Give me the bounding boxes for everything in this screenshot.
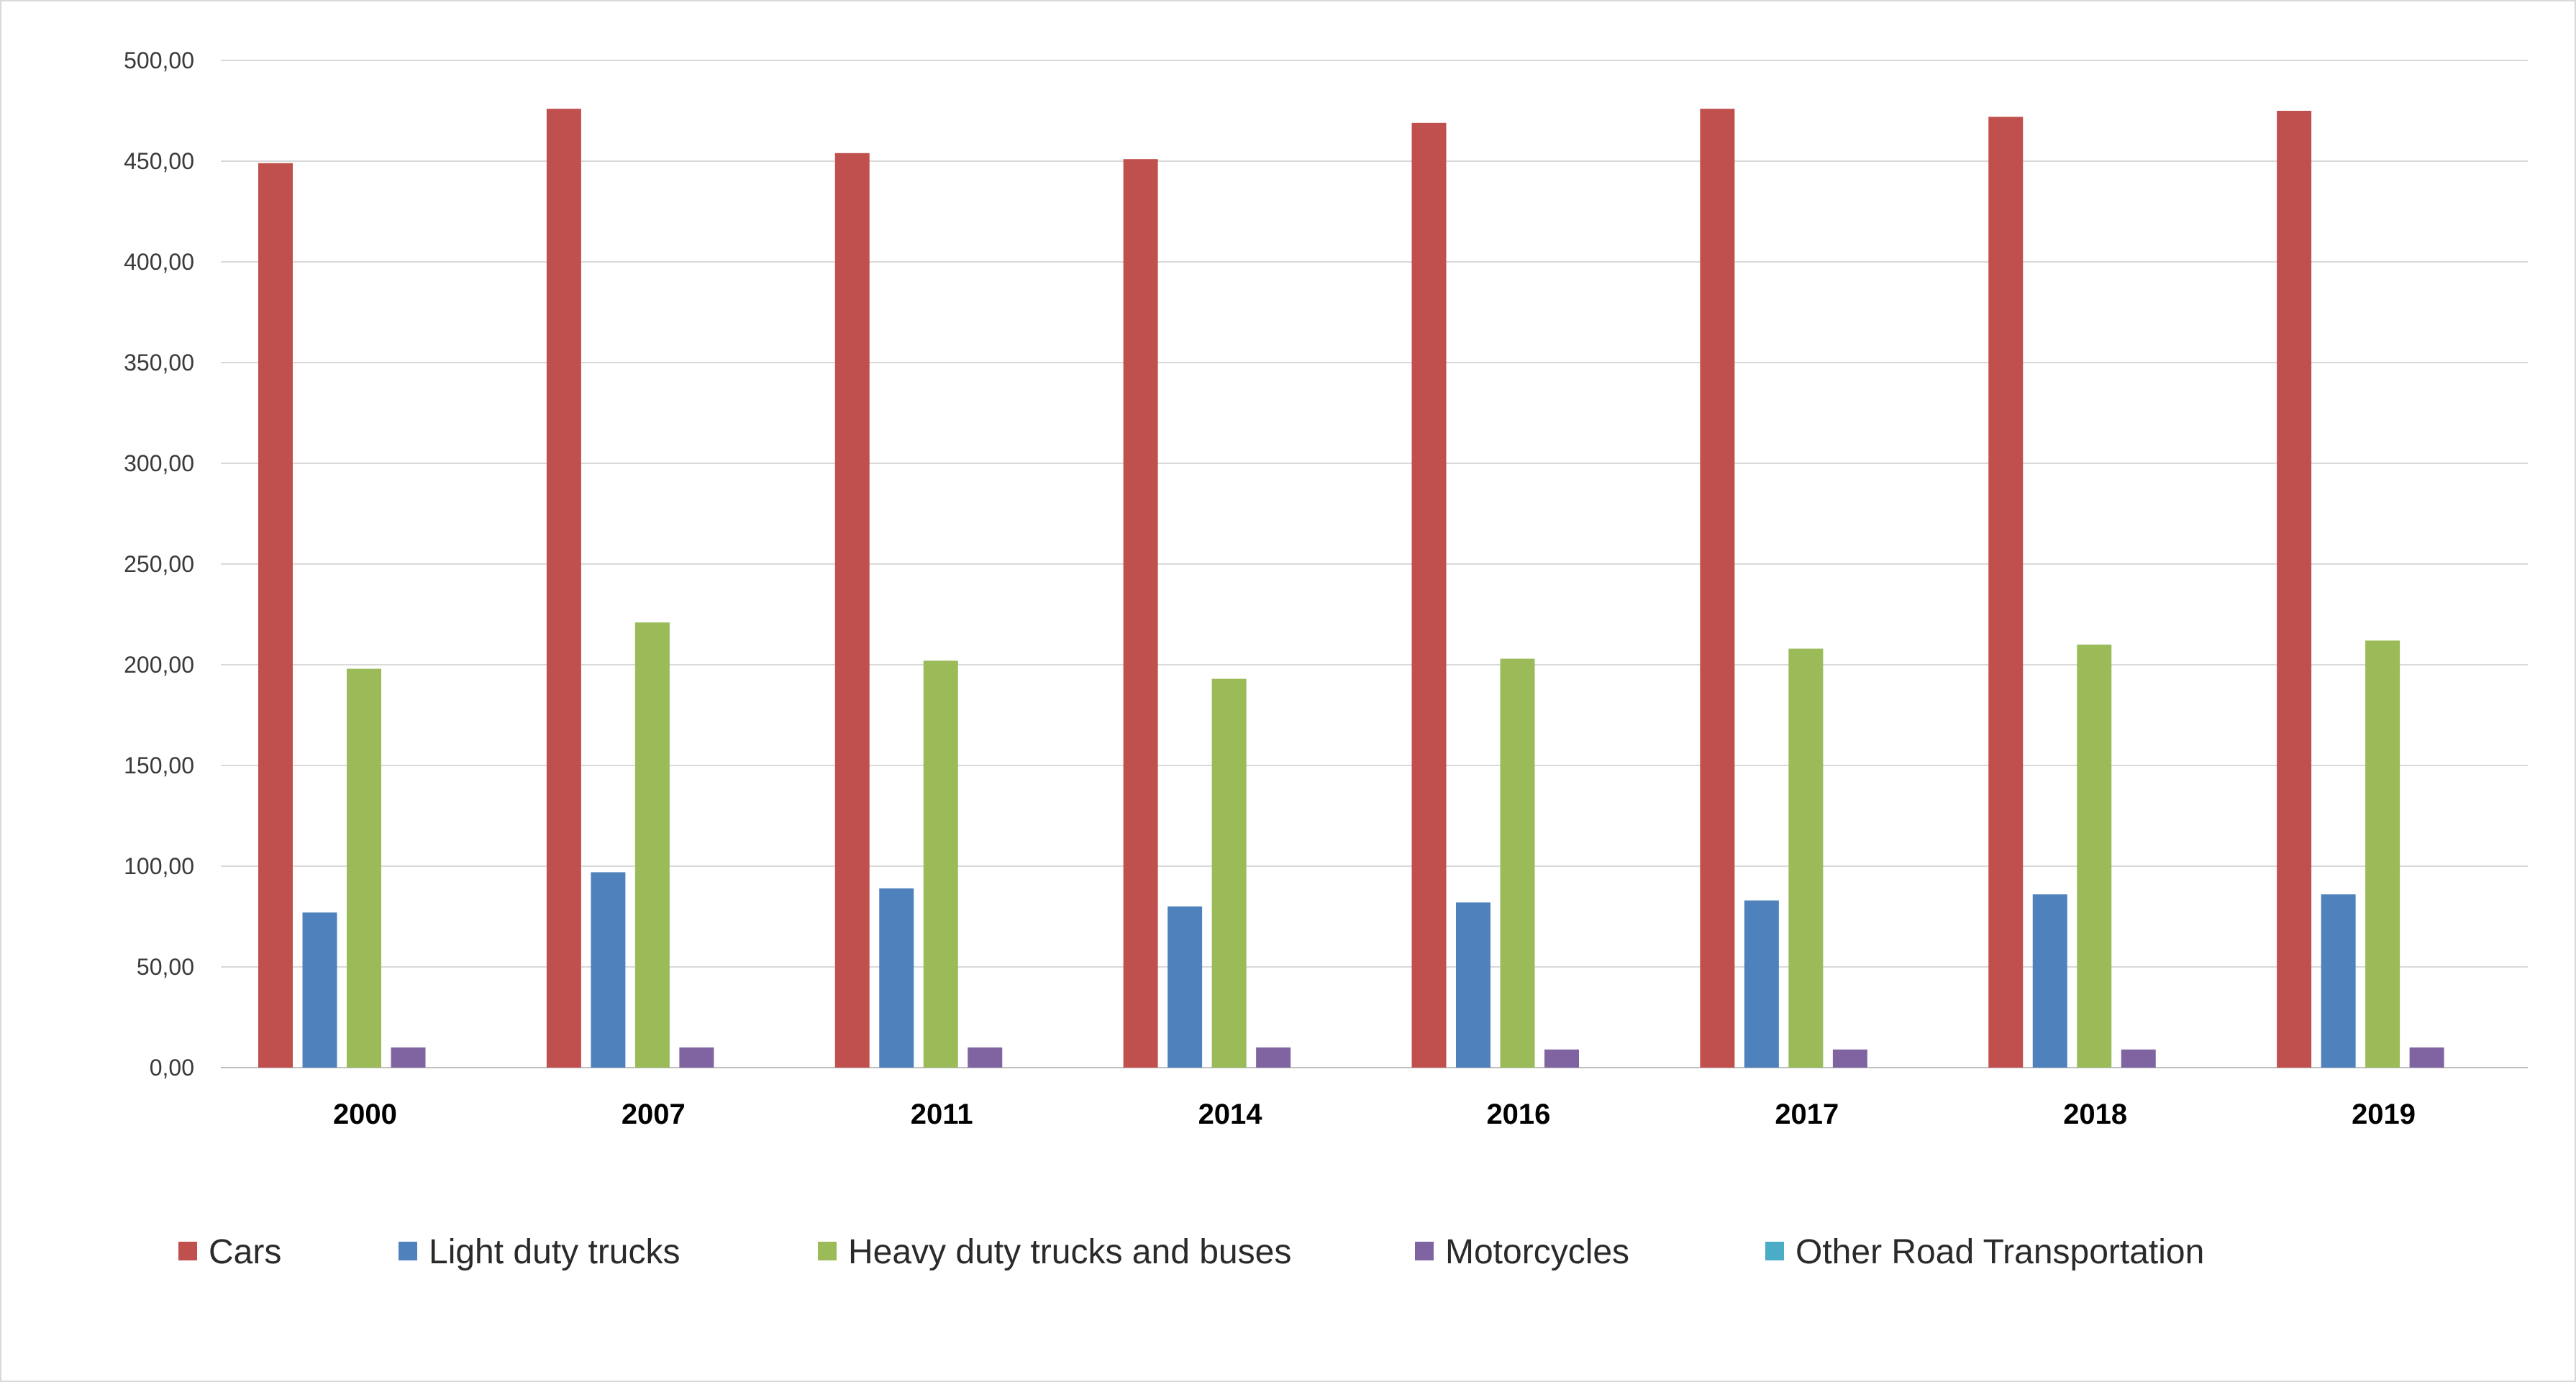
bar-cars-2018 (1988, 117, 2024, 1068)
bar-light-duty-trucks-2018 (2032, 894, 2067, 1068)
bar-motorcycles-2014 (1256, 1047, 1291, 1068)
x-tick-label: 2007 (622, 1099, 686, 1130)
y-axis-ticks: 0,00 50,00 100,00 150,00 200,00 250,00 300,00 3… (124, 47, 194, 1081)
y-tick-label: 50,00 (137, 954, 194, 980)
legend-swatch-light-duty-trucks (399, 1242, 417, 1260)
bar-light-duty-trucks-2011 (879, 888, 914, 1068)
y-tick-label: 0,00 (150, 1055, 194, 1081)
bar-heavy-duty-trucks-and-buses-2000 (347, 668, 381, 1068)
legend-swatch-other-road-transportation (1765, 1242, 1784, 1260)
y-tick-label: 250,00 (124, 551, 194, 577)
legend-label-light-duty-trucks: Light duty trucks (429, 1233, 681, 1271)
bar-heavy-duty-trucks-and-buses-2007 (634, 622, 670, 1068)
x-tick-label: 2000 (333, 1099, 397, 1130)
bar-light-duty-trucks-2000 (302, 912, 337, 1068)
bar-heavy-duty-trucks-and-buses-2019 (2365, 640, 2400, 1068)
y-tick-label: 450,00 (124, 148, 194, 174)
legend-swatch-cars (178, 1242, 197, 1260)
bar-heavy-duty-trucks-and-buses-2016 (1500, 658, 1535, 1068)
bar-cars-2017 (1700, 109, 1735, 1068)
bars (258, 109, 2444, 1068)
bar-heavy-duty-trucks-and-buses-2017 (1788, 648, 1824, 1068)
bar-cars-2011 (834, 153, 870, 1068)
bar-motorcycles-2007 (679, 1047, 714, 1068)
bar-light-duty-trucks-2007 (591, 872, 626, 1068)
legend-label-motorcycles: Motorcycles (1445, 1233, 1629, 1271)
legend-label-other-road-transportation: Other Road Transportation (1796, 1233, 2204, 1271)
legend-swatch-heavy-duty-trucks-and-buses (818, 1242, 837, 1260)
x-tick-label: 2014 (1198, 1099, 1263, 1130)
bar-motorcycles-2000 (391, 1047, 426, 1068)
legend: Cars Light duty trucks Heavy duty trucks a… (178, 1233, 2204, 1271)
bar-motorcycles-2011 (968, 1047, 1003, 1068)
bar-heavy-duty-trucks-and-buses-2014 (1211, 678, 1247, 1068)
y-tick-label: 150,00 (124, 753, 194, 778)
x-tick-label: 2019 (2352, 1099, 2416, 1130)
bar-light-duty-trucks-2014 (1168, 906, 1203, 1068)
y-tick-label: 200,00 (124, 652, 194, 678)
x-axis-ticks: 2000 2007 2011 2014 2016 2017 2018 2019 (333, 1099, 2416, 1130)
bar-light-duty-trucks-2019 (2321, 894, 2356, 1068)
bar-cars-2019 (2277, 111, 2312, 1068)
y-tick-label: 500,00 (124, 47, 194, 73)
bar-cars-2007 (546, 109, 581, 1068)
x-tick-label: 2017 (1775, 1099, 1839, 1130)
bar-cars-2016 (1411, 122, 1447, 1068)
x-tick-label: 2016 (1486, 1099, 1550, 1130)
x-tick-label: 2018 (2063, 1099, 2127, 1130)
bar-heavy-duty-trucks-and-buses-2011 (923, 660, 958, 1068)
bar-cars-2000 (258, 163, 293, 1068)
y-tick-label: 350,00 (124, 350, 194, 376)
legend-label-cars: Cars (209, 1233, 281, 1271)
x-tick-label: 2011 (911, 1099, 973, 1130)
bar-motorcycles-2016 (1544, 1049, 1579, 1068)
bar-motorcycles-2017 (1832, 1049, 1867, 1068)
y-tick-label: 300,00 (124, 450, 194, 476)
bar-light-duty-trucks-2016 (1456, 902, 1490, 1068)
y-tick-label: 400,00 (124, 249, 194, 275)
legend-swatch-motorcycles (1415, 1242, 1434, 1260)
bar-light-duty-trucks-2017 (1744, 900, 1779, 1068)
y-tick-label: 100,00 (124, 853, 194, 879)
bar-cars-2014 (1123, 159, 1158, 1068)
bar-heavy-duty-trucks-and-buses-2018 (2077, 645, 2112, 1068)
bar-motorcycles-2018 (2121, 1049, 2156, 1068)
bar-motorcycles-2019 (2409, 1047, 2444, 1068)
legend-label-heavy-duty-trucks-and-buses: Heavy duty trucks and buses (848, 1233, 1291, 1271)
